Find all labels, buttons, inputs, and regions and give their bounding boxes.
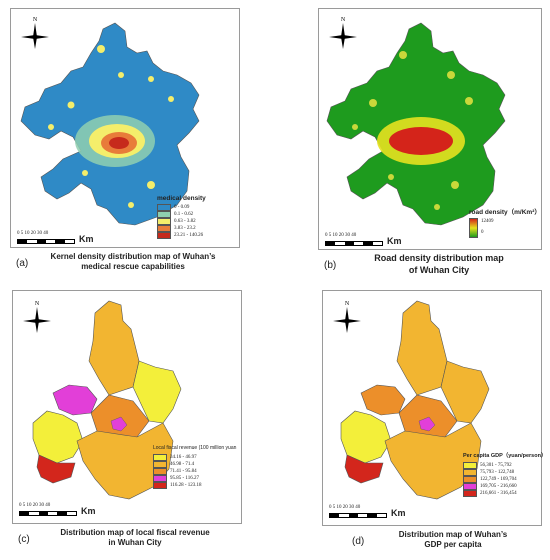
caption-d-line2: GDP per capita bbox=[424, 540, 482, 549]
caption-b: (b) Road density distribution map of Wuh… bbox=[318, 252, 540, 280]
panel-d-map: N Per capita GDP（yuan/person） 56,301 - 7… bbox=[322, 290, 546, 526]
legend-d-title: Per capita GDP（yuan/person） bbox=[463, 453, 547, 459]
density-core bbox=[109, 137, 129, 149]
caption-c: (c) Distribution map of local fiscal rev… bbox=[12, 528, 240, 556]
panel-d-map-canvas bbox=[340, 300, 490, 500]
legend-b: road density（m/Km²） 12409 0 bbox=[469, 209, 541, 238]
caption-d-letter: (d) bbox=[352, 536, 365, 547]
legend-a-label-2: 0.1 - 0.62 bbox=[174, 212, 194, 217]
legend-c-swatch-1 bbox=[153, 454, 167, 461]
caption-d-line1: Distribution map of Wuhan’s bbox=[398, 530, 508, 539]
scale-ticks: 0 5 10 20 30 40 bbox=[329, 505, 361, 510]
legend-d: Per capita GDP（yuan/person） 56,301 - 75,… bbox=[463, 453, 546, 497]
district-northwest bbox=[52, 384, 98, 416]
legend-d-label-2: 75,793 - 122,748 bbox=[480, 470, 515, 475]
legend-a-label-3: 0.63 - 3.82 bbox=[174, 219, 196, 224]
panel-a-map: N medical density 0 - 0.09 0.1 - 0.62 0.… bbox=[10, 8, 240, 248]
caption-c-letter: (c) bbox=[18, 534, 30, 545]
caption-b-line1: Road density distribution map bbox=[374, 253, 504, 263]
panel-b-map: N road density（m/Km²） 12409 0 0 5 10 20 … bbox=[318, 8, 542, 250]
district-northwest bbox=[360, 384, 406, 416]
district-north bbox=[88, 300, 140, 396]
scale-unit: Km bbox=[387, 236, 402, 246]
scale-bar-d: 0 5 10 20 30 40 Km bbox=[329, 505, 419, 519]
district-northeast bbox=[440, 360, 490, 424]
north-label: N bbox=[341, 17, 346, 23]
legend-c-label-5: 116.28 - 123.18 bbox=[170, 483, 202, 488]
legend-c-swatch-2 bbox=[153, 461, 167, 468]
legend-c-swatch-3 bbox=[153, 468, 167, 475]
scale-bar-c: 0 5 10 20 30 40 Km bbox=[19, 503, 109, 517]
panel-b-map-canvas bbox=[326, 22, 506, 226]
legend-a-swatch-5 bbox=[157, 232, 171, 239]
caption-a-line1: Kernel density distribution map of Wuhan… bbox=[50, 252, 216, 261]
legend-c-label-2: 46.98 - 71.4 bbox=[170, 462, 195, 467]
road-high bbox=[389, 127, 453, 155]
panel-a-map-canvas bbox=[20, 22, 200, 226]
district-north bbox=[396, 300, 448, 396]
legend-c-label-1: 34.16 - 46.97 bbox=[170, 455, 197, 460]
district-west bbox=[32, 410, 84, 464]
legend-c-label-4: 95.85 - 116.27 bbox=[170, 476, 199, 481]
district-southwest bbox=[344, 454, 384, 484]
district-west bbox=[340, 410, 392, 464]
caption-a-letter: (a) bbox=[16, 258, 29, 269]
legend-b-title: road density（m/Km²） bbox=[469, 209, 541, 216]
legend-d-swatch-5 bbox=[463, 490, 477, 497]
scale-unit: Km bbox=[79, 234, 94, 244]
legend-c-swatch-4 bbox=[153, 475, 167, 482]
legend-a-swatch-3 bbox=[157, 218, 171, 225]
legend-d-swatch-1 bbox=[463, 462, 477, 469]
scale-bar-b: 0 5 10 20 30 40 Km bbox=[325, 233, 415, 247]
legend-a-title: medical density bbox=[157, 195, 206, 202]
legend-d-swatch-3 bbox=[463, 476, 477, 483]
caption-a-line2: medical rescue capabilities bbox=[81, 262, 185, 271]
legend-a-swatch-4 bbox=[157, 225, 171, 232]
scale-unit: Km bbox=[81, 506, 96, 516]
density-spots bbox=[48, 45, 174, 208]
legend-b-high: 12409 bbox=[481, 219, 494, 224]
caption-a: (a) Kernel density distribution map of W… bbox=[10, 252, 238, 278]
scale-ticks: 0 5 10 20 30 40 bbox=[325, 233, 357, 238]
road-spots bbox=[352, 51, 473, 210]
legend-a-label-4: 3.83 - 23.2 bbox=[174, 226, 196, 231]
north-label: N bbox=[33, 17, 38, 23]
north-label: N bbox=[345, 301, 350, 307]
panel-c-map: N Local fiscal revenue (100 million yuan… bbox=[12, 290, 242, 524]
district-northeast bbox=[132, 360, 182, 424]
legend-d-label-4: 169,705 - 216,660 bbox=[480, 484, 517, 489]
legend-c: Local fiscal revenue (100 million yuan 3… bbox=[153, 445, 236, 489]
legend-d-label-5: 216,661 - 316,454 bbox=[480, 491, 517, 496]
legend-d-swatch-4 bbox=[463, 483, 477, 490]
caption-b-line2: of Wuhan City bbox=[408, 265, 470, 275]
district-core bbox=[418, 416, 436, 432]
legend-d-swatch-2 bbox=[463, 469, 477, 476]
district-southwest bbox=[36, 454, 76, 484]
scale-ticks: 0 5 10 20 30 40 bbox=[19, 503, 51, 508]
legend-a-swatch-2 bbox=[157, 211, 171, 218]
caption-d: (d) Distribution map of Wuhan’s GDP per … bbox=[322, 530, 540, 558]
legend-a: medical density 0 - 0.09 0.1 - 0.62 0.63… bbox=[157, 195, 206, 239]
legend-b-low: 0 bbox=[481, 230, 484, 235]
caption-c-line2: in Wuhan City bbox=[108, 538, 162, 547]
legend-d-label-1: 56,301 - 75,792 bbox=[480, 463, 512, 468]
caption-c-line1: Distribution map of local fiscal revenue bbox=[60, 528, 210, 537]
legend-c-swatch-5 bbox=[153, 482, 167, 489]
legend-a-label-1: 0 - 0.09 bbox=[174, 205, 190, 210]
scale-bar-a: 0 5 10 20 30 40 Km bbox=[17, 231, 107, 245]
scale-ticks: 0 5 10 20 30 40 bbox=[17, 231, 49, 236]
north-label: N bbox=[35, 301, 40, 307]
legend-b-gradient bbox=[469, 218, 478, 238]
caption-b-letter: (b) bbox=[324, 260, 337, 271]
district-core bbox=[110, 416, 128, 432]
legend-c-label-3: 71.41 - 95.84 bbox=[170, 469, 197, 474]
panel-c-map-canvas bbox=[32, 300, 182, 500]
legend-a-label-5: 23.21 - 140.26 bbox=[174, 233, 204, 238]
legend-c-title: Local fiscal revenue (100 million yuan bbox=[153, 445, 237, 451]
scale-unit: Km bbox=[391, 508, 406, 518]
legend-a-swatch-1 bbox=[157, 204, 171, 211]
legend-d-label-3: 122,749 - 169,704 bbox=[480, 477, 517, 482]
